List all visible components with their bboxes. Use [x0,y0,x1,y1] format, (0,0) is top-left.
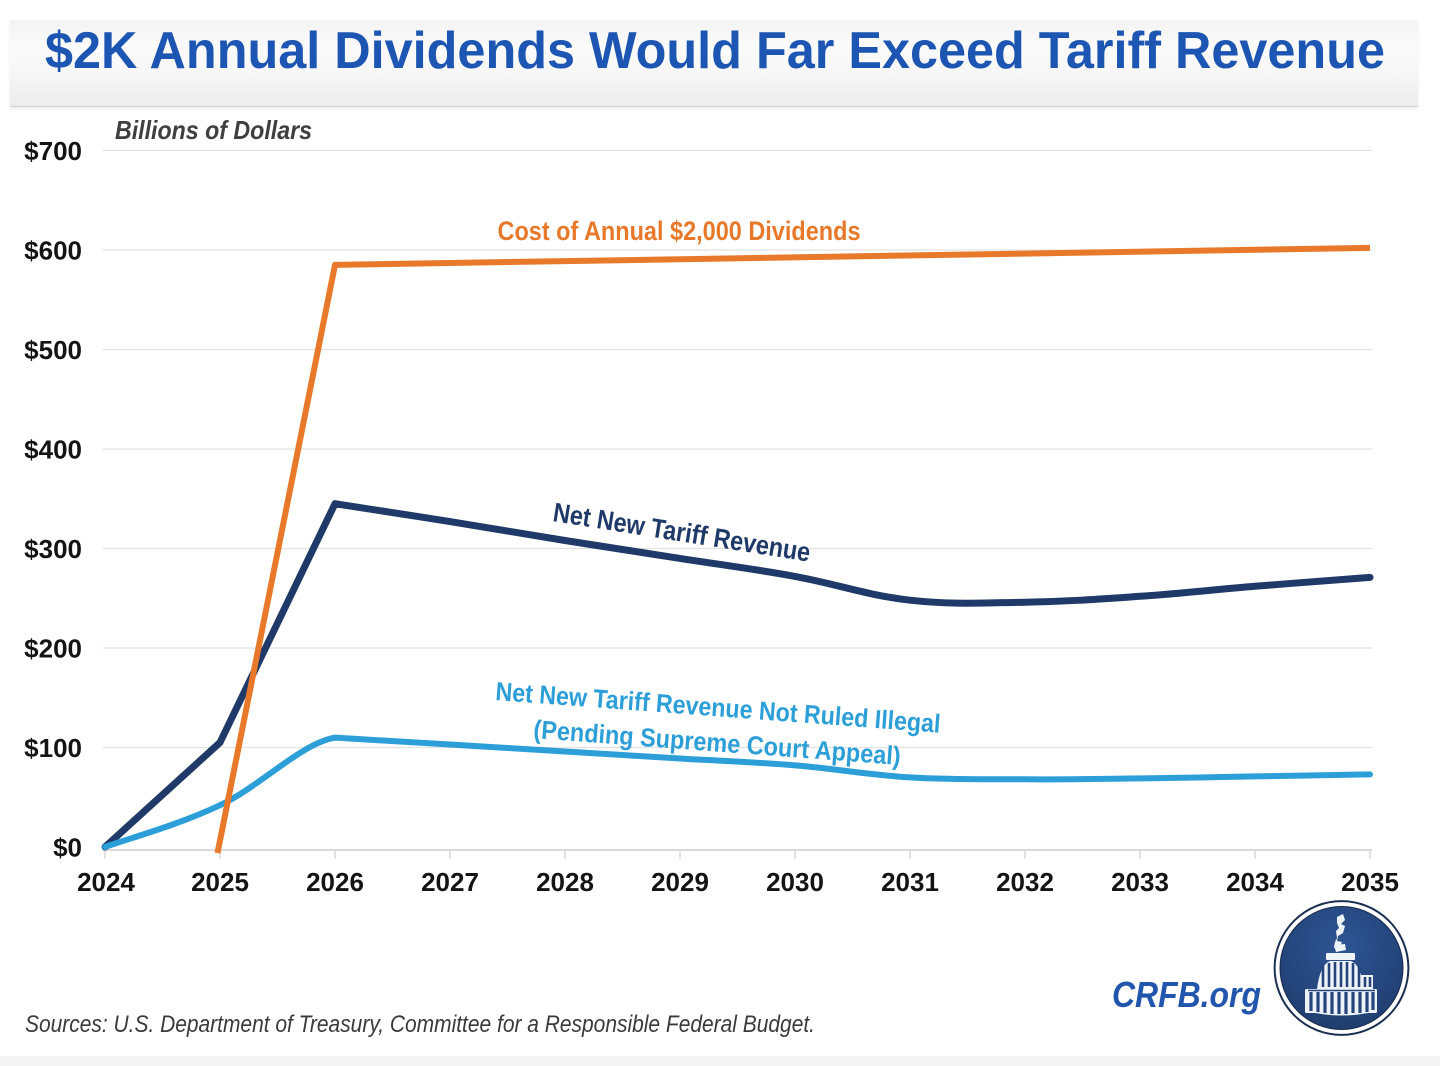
svg-text:2025: 2025 [191,867,249,897]
svg-text:2031: 2031 [881,867,939,897]
svg-text:2033: 2033 [1111,867,1169,897]
svg-text:$200: $200 [24,634,82,664]
svg-text:2034: 2034 [1226,867,1284,897]
svg-text:$100: $100 [24,733,82,763]
svg-text:$2K Annual Dividends Would Far: $2K Annual Dividends Would Far Exceed Ta… [45,22,1385,80]
svg-text:$700: $700 [24,136,82,166]
svg-text:2026: 2026 [306,867,364,897]
svg-text:$300: $300 [24,534,82,564]
svg-text:$400: $400 [24,435,82,465]
svg-text:2035: 2035 [1341,867,1399,897]
svg-text:$600: $600 [24,236,82,266]
svg-text:Sources: U.S. Department of Tr: Sources: U.S. Department of Treasury, Co… [25,1011,815,1038]
svg-text:2030: 2030 [766,867,824,897]
svg-text:2029: 2029 [651,867,709,897]
svg-text:2028: 2028 [536,867,594,897]
svg-text:$500: $500 [24,335,82,365]
svg-text:Billions of Dollars: Billions of Dollars [115,115,312,145]
svg-text:2032: 2032 [996,867,1054,897]
svg-text:CRFB.org: CRFB.org [1112,974,1261,1015]
svg-text:$0: $0 [53,833,82,863]
svg-text:2027: 2027 [421,867,479,897]
svg-text:Cost of Annual $2,000 Dividend: Cost of Annual $2,000 Dividends [498,216,861,246]
svg-text:2024: 2024 [77,867,135,897]
